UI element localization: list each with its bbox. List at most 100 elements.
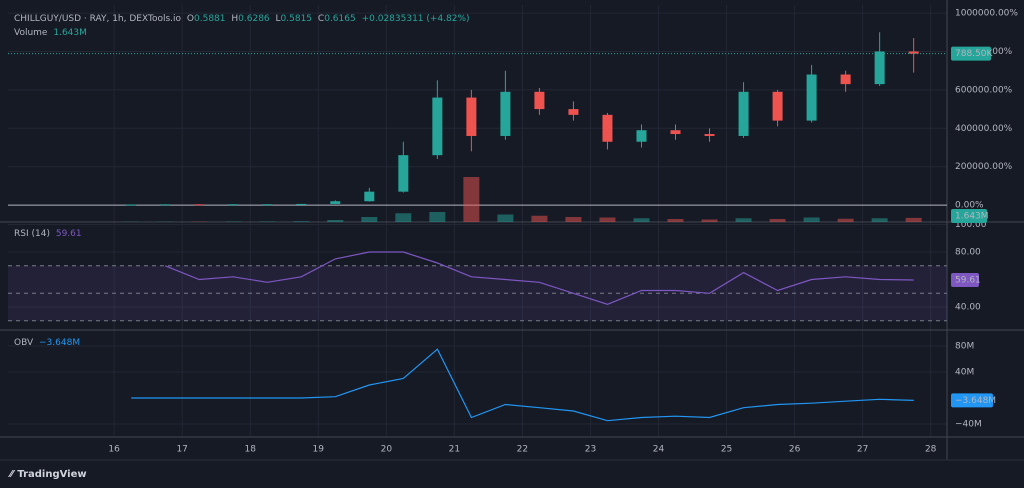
volume-bar — [259, 221, 276, 222]
y-tick-label: 100.00 — [955, 220, 987, 230]
volume-bar — [293, 221, 310, 222]
l-value: 0.5815 — [280, 14, 313, 24]
x-tick-label: 19 — [313, 445, 325, 455]
c-value: 0.6165 — [324, 14, 356, 24]
candle-body — [840, 74, 851, 85]
candle-body — [500, 91, 511, 136]
volume-bar — [429, 212, 446, 222]
volume-bar — [463, 177, 480, 222]
indicator-tag-label: 59.61 — [955, 276, 981, 286]
volume-bar — [701, 219, 718, 222]
candle-body — [466, 97, 477, 136]
candle-body — [330, 201, 341, 204]
volume-bar — [395, 213, 412, 222]
volume-legend: Volume 1.643M — [14, 28, 90, 38]
brand-text: TradingView — [17, 469, 87, 480]
symbol-legend: CHILLGUY/USD · RAY, 1h, DEXTools.io O0.5… — [14, 14, 473, 24]
volume-bar — [599, 217, 616, 222]
y-tick-label: 600000.00% — [955, 85, 1013, 95]
last-price-label: 788.50K — [955, 49, 993, 59]
y-tick-label: 80.00 — [955, 247, 981, 257]
candle-body — [704, 134, 715, 136]
volume-bar — [905, 217, 922, 222]
candle-body — [296, 203, 307, 205]
volume-bar — [327, 220, 344, 222]
candle-body — [398, 155, 409, 192]
y-tick-label: 40.00 — [955, 303, 981, 313]
last-price-tag — [951, 46, 991, 61]
candle-body — [432, 97, 443, 156]
volume-bar — [803, 217, 820, 222]
candle-body — [602, 114, 613, 142]
symbol: CHILLGUY/USD · RAY, 1h, DEXTools.io — [14, 14, 182, 24]
y-tick-label: 40M — [955, 367, 974, 377]
candle-body — [636, 130, 647, 142]
volume-bar — [667, 219, 684, 222]
candle-body — [160, 204, 171, 206]
candle-body — [194, 204, 205, 206]
x-tick-label: 21 — [449, 445, 460, 455]
candle-body — [126, 204, 137, 206]
candle-body — [738, 91, 749, 136]
x-tick-label: 26 — [789, 445, 801, 455]
candle-body — [534, 91, 545, 110]
brand: ⁄⁄ TradingView — [10, 469, 87, 480]
volume-bar — [735, 218, 752, 222]
o-label: O — [186, 14, 194, 24]
x-tick-label: 16 — [108, 445, 120, 455]
x-tick-label: 28 — [925, 445, 937, 455]
x-tick-label: 25 — [721, 445, 732, 455]
volume-bar — [871, 218, 888, 222]
candle-body — [228, 204, 239, 206]
x-tick-label: 17 — [176, 445, 187, 455]
candle-body — [364, 191, 375, 202]
volume-bar — [837, 218, 854, 222]
x-tick-label: 18 — [245, 445, 257, 455]
volume-tag-label: 1.643M — [955, 212, 989, 222]
rsi-band — [8, 265, 947, 321]
y-tick-label: 400000.00% — [955, 124, 1013, 134]
candle-body — [874, 51, 885, 85]
volume-tag — [951, 209, 987, 223]
c-label: C — [317, 14, 325, 24]
volume-bar — [769, 219, 786, 222]
rsi-name: RSI (14) — [14, 229, 50, 239]
o-value: 0.5881 — [194, 14, 226, 24]
y-tick-label: −40M — [955, 419, 982, 429]
change: +0.02835311 (+4.82%) — [361, 14, 470, 24]
y-tick-label: 0.00% — [955, 201, 984, 211]
volume-bar — [361, 217, 378, 222]
y-tick-label: 80M — [955, 341, 974, 351]
x-tick-label: 24 — [653, 445, 665, 455]
x-tick-label: 23 — [585, 445, 596, 455]
volume-bar — [565, 217, 582, 222]
candle-body — [772, 91, 783, 121]
obv-value: −3.648M — [39, 338, 81, 348]
l-label: L — [275, 14, 281, 24]
candle-body — [670, 130, 681, 135]
volume-value: 1.643M — [53, 28, 87, 38]
x-tick-label: 20 — [381, 445, 393, 455]
x-tick-label: 22 — [517, 445, 528, 455]
candle-body — [262, 204, 273, 206]
y-tick-label: 1000000.00% — [955, 9, 1018, 19]
volume-bar — [531, 215, 548, 222]
candle-body — [806, 74, 817, 121]
indicator-line — [131, 348, 914, 422]
y-tick-label: 200000.00% — [955, 162, 1013, 172]
h-label: H — [231, 14, 239, 24]
rsi-value: 59.61 — [55, 229, 82, 239]
rsi-legend: RSI (14) 59.61 — [14, 229, 85, 239]
obv-name: OBV — [14, 338, 34, 348]
indicator-tag — [951, 273, 979, 288]
indicator-tag — [951, 393, 993, 408]
obv-legend: OBV −3.648M — [14, 338, 83, 348]
volume-bar — [633, 218, 650, 222]
x-tick-label: 27 — [857, 445, 868, 455]
volume-name: Volume — [14, 28, 48, 38]
candle-body — [908, 51, 919, 54]
volume-bar — [225, 221, 242, 222]
